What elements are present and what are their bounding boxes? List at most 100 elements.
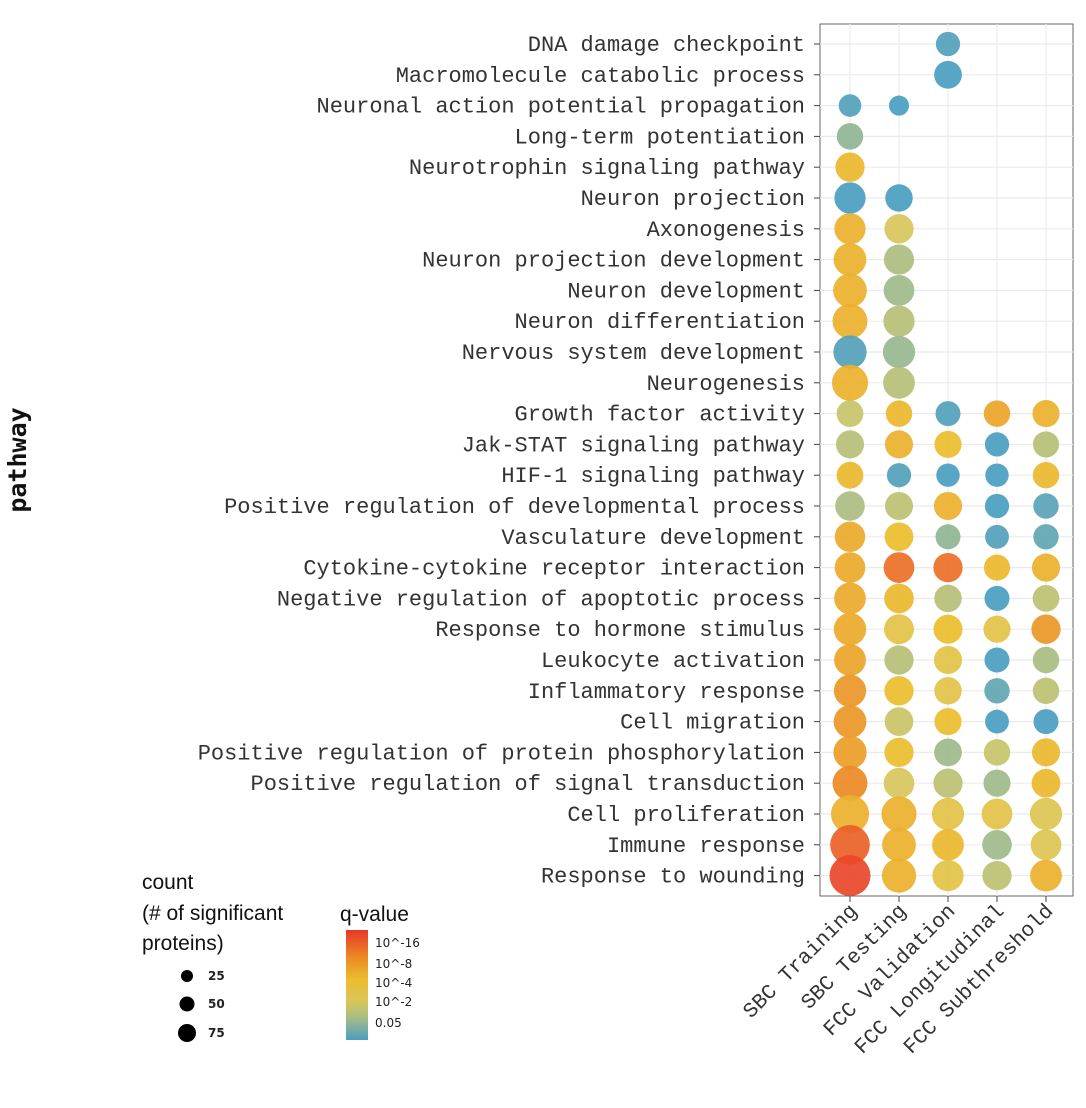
y-tick-label: Neuron projection (581, 187, 805, 212)
dot-marker (1031, 614, 1061, 644)
dot-marker (884, 214, 914, 244)
dot-marker (985, 463, 1009, 487)
dot-marker (884, 491, 914, 521)
dot-marker (836, 123, 864, 150)
color-legend-title: q-value (340, 903, 409, 926)
dot-marker (834, 582, 866, 615)
dot-marker (834, 521, 866, 553)
size-legend-title-line-1: count (142, 871, 194, 894)
y-tick-label: Cytokine-cytokine receptor interaction (303, 557, 805, 582)
dot-marker (1032, 585, 1060, 612)
dot-marker (984, 647, 1010, 673)
dot-marker (833, 243, 867, 276)
y-tick-label: Leukocyte activation (541, 649, 805, 674)
size-legend-label-25: 25 (208, 969, 225, 983)
dot-marker (982, 830, 1012, 860)
dot-marker (936, 463, 960, 487)
color-legend-label-1e-2: 10^-2 (375, 995, 412, 1009)
dot-marker (833, 335, 867, 369)
dot-marker (835, 491, 865, 521)
size-legend-dot-25 (181, 970, 193, 982)
dot-marker (886, 463, 912, 488)
dot-marker (1031, 553, 1061, 582)
y-tick-label: Response to hormone stimulus (435, 618, 805, 643)
y-tick-label: Immune response (607, 834, 805, 859)
dot-marker (934, 708, 962, 736)
dot-marker (983, 400, 1011, 427)
y-tick-label: DNA damage checkpoint (528, 33, 805, 58)
dot-marker (983, 769, 1011, 797)
y-tick-label: Neurotrophin signaling pathway (409, 156, 805, 181)
dot-marker (984, 432, 1010, 457)
dot-marker (932, 859, 964, 892)
dot-marker (1031, 738, 1061, 767)
y-tick-label: Response to wounding (541, 865, 805, 890)
dot-marker (833, 273, 867, 308)
dot-marker (934, 584, 962, 613)
color-legend-bar (346, 930, 368, 1040)
size-legend-title-line-2: (# of significant (142, 902, 283, 925)
dot-marker (834, 644, 866, 676)
y-tick-label: Cell proliferation (567, 803, 805, 828)
dot-marker (884, 676, 914, 706)
dot-marker (884, 583, 914, 614)
dot-marker (883, 767, 915, 799)
y-tick-label: Nervous system development (462, 341, 805, 366)
dot-marker (933, 491, 963, 521)
dot-marker (881, 796, 917, 832)
dot-markers (829, 31, 1063, 897)
y-tick-label: Neuron development (567, 279, 805, 304)
dot-marker (981, 798, 1013, 830)
y-tick-label: Cell migration (620, 711, 805, 736)
dot-marker (835, 152, 865, 182)
dot-marker (983, 739, 1011, 766)
dot-marker (983, 554, 1011, 581)
dot-marker (933, 552, 963, 583)
y-tick-label: Neuronal action potential propagation (317, 95, 805, 120)
dot-marker (932, 828, 964, 861)
dot-marker (934, 60, 962, 89)
dot-marker (883, 366, 915, 399)
dot-marker (883, 275, 915, 306)
color-legend: q-value 10^-16 10^-8 10^-4 10^-2 0.05 (340, 903, 420, 1040)
color-legend-label-1e-16: 10^-16 (375, 936, 420, 950)
dot-marker (1033, 709, 1059, 735)
dot-marker (832, 765, 868, 801)
color-legend-label-1e-8: 10^-8 (375, 957, 412, 971)
dot-marker (884, 707, 914, 736)
color-legend-label-1e-4: 10^-4 (375, 976, 412, 990)
dot-marker (883, 305, 915, 337)
dot-marker (935, 401, 961, 427)
dot-marker (836, 400, 864, 427)
dot-marker (883, 244, 915, 275)
size-legend: count (# of significant proteins) 25 50 … (142, 871, 283, 1042)
dot-marker (884, 645, 914, 675)
dot-marker (1032, 431, 1060, 458)
dot-marker (983, 615, 1011, 643)
dot-marker (834, 552, 866, 583)
dot-marker (985, 709, 1009, 734)
dot-marker (933, 768, 963, 798)
y-tick-label: Vasculature development (501, 526, 805, 551)
size-legend-dot-75 (178, 1024, 196, 1042)
dot-marker (885, 184, 913, 212)
y-tick-label: HIF-1 signaling pathway (501, 464, 805, 489)
y-axis-title: pathway (3, 407, 32, 512)
dot-marker (835, 430, 865, 459)
y-tick-label: Neurogenesis (647, 372, 805, 397)
dot-marker (830, 824, 870, 865)
dot-marker (833, 674, 867, 707)
dot-marker (1032, 461, 1060, 489)
y-tick-label: Growth factor activity (515, 403, 805, 428)
dot-marker (884, 737, 914, 768)
dot-marker (884, 614, 914, 645)
dot-marker (833, 612, 867, 646)
dot-marker (1031, 768, 1061, 798)
dot-marker (833, 705, 867, 738)
dot-marker (888, 95, 910, 116)
y-tick-label: Macromolecule catabolic process (396, 64, 805, 89)
dot-marker (935, 524, 961, 550)
dot-marker (884, 522, 914, 552)
